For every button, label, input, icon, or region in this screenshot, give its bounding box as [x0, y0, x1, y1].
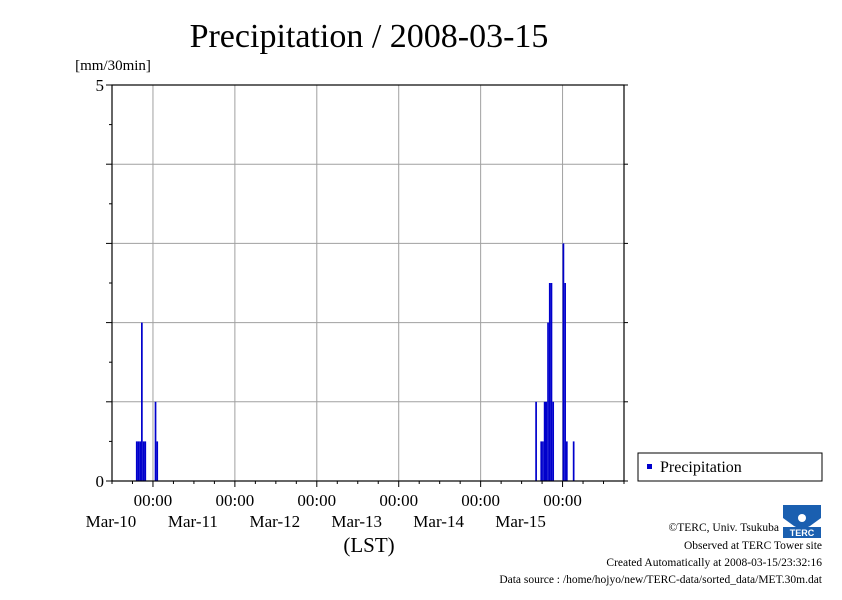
precipitation-bar: [542, 441, 544, 481]
x-tick-time-label: 00:00: [297, 491, 336, 510]
legend-label: Precipitation: [660, 459, 742, 476]
logo-drop-icon: [798, 514, 806, 522]
precipitation-bar: [540, 441, 543, 481]
precipitation-bar: [154, 401, 157, 481]
x-tick-date-label: Mar-12: [249, 512, 300, 531]
precipitation-bar: [550, 283, 553, 481]
logo-text: TERC: [790, 528, 815, 538]
x-tick-time-label: 00:00: [461, 491, 500, 510]
x-tick-time-label: 00:00: [379, 491, 418, 510]
precipitation-bar: [139, 441, 142, 481]
x-tick-date-label: Mar-14: [413, 512, 464, 531]
precipitation-bar: [552, 401, 555, 481]
legend-swatch: [647, 464, 652, 469]
footer-created: Created Automatically at 2008-03-15/23:3…: [606, 557, 822, 569]
chart-title: Precipitation / 2008-03-15: [190, 18, 549, 55]
precipitation-bar: [548, 283, 551, 481]
x-tick-time-label: 00:00: [543, 491, 582, 510]
precipitation-bar: [535, 401, 537, 481]
x-tick-date-label: Mar-15: [495, 512, 546, 531]
x-tick-labels: 00:00 Mar-10 00:00 Mar-11 00:00 Mar-12 00:00 Ma…: [86, 491, 582, 531]
y-axis-unit-label: [mm/30min]: [75, 58, 151, 74]
x-axis-label: (LST): [343, 533, 394, 557]
tick-layer: [106, 84, 628, 487]
precipitation-bar: [137, 441, 140, 481]
x-tick-time-label: 00:00: [134, 491, 173, 510]
y-tick-label-max: 5: [96, 76, 105, 95]
logo-text-band: [783, 527, 821, 538]
precipitation-bar: [142, 441, 145, 481]
precipitation-bar: [572, 441, 575, 481]
x-tick-date-label: Mar-13: [331, 512, 382, 531]
precipitation-bar: [562, 243, 565, 481]
precipitation-bar: [144, 441, 147, 481]
y-tick-label-zero: 0: [96, 472, 105, 491]
footer-copyright: ©TERC, Univ. Tsukuba: [669, 522, 779, 534]
bar-layer: [135, 243, 575, 481]
x-tick-date-label: Mar-11: [168, 512, 218, 531]
precipitation-bar: [135, 441, 138, 481]
terc-logo: TERC: [783, 505, 821, 538]
footer-observed: Observed at TERC Tower site: [684, 540, 822, 552]
precipitation-bar: [564, 283, 566, 481]
precipitation-bar: [543, 401, 546, 481]
precipitation-bar: [565, 441, 568, 481]
precipitation-bar: [156, 441, 159, 481]
precipitation-bar: [547, 322, 549, 481]
precipitation-bar: [545, 401, 548, 481]
footer-source: Data source : /home/hojyo/new/TERC-data/…: [499, 574, 822, 586]
x-tick-date-label: Mar-10: [86, 512, 137, 531]
x-tick-time-label: 00:00: [216, 491, 255, 510]
legend: Precipitation: [637, 452, 823, 482]
precipitation-bar: [141, 322, 143, 481]
legend-box: [637, 452, 823, 482]
